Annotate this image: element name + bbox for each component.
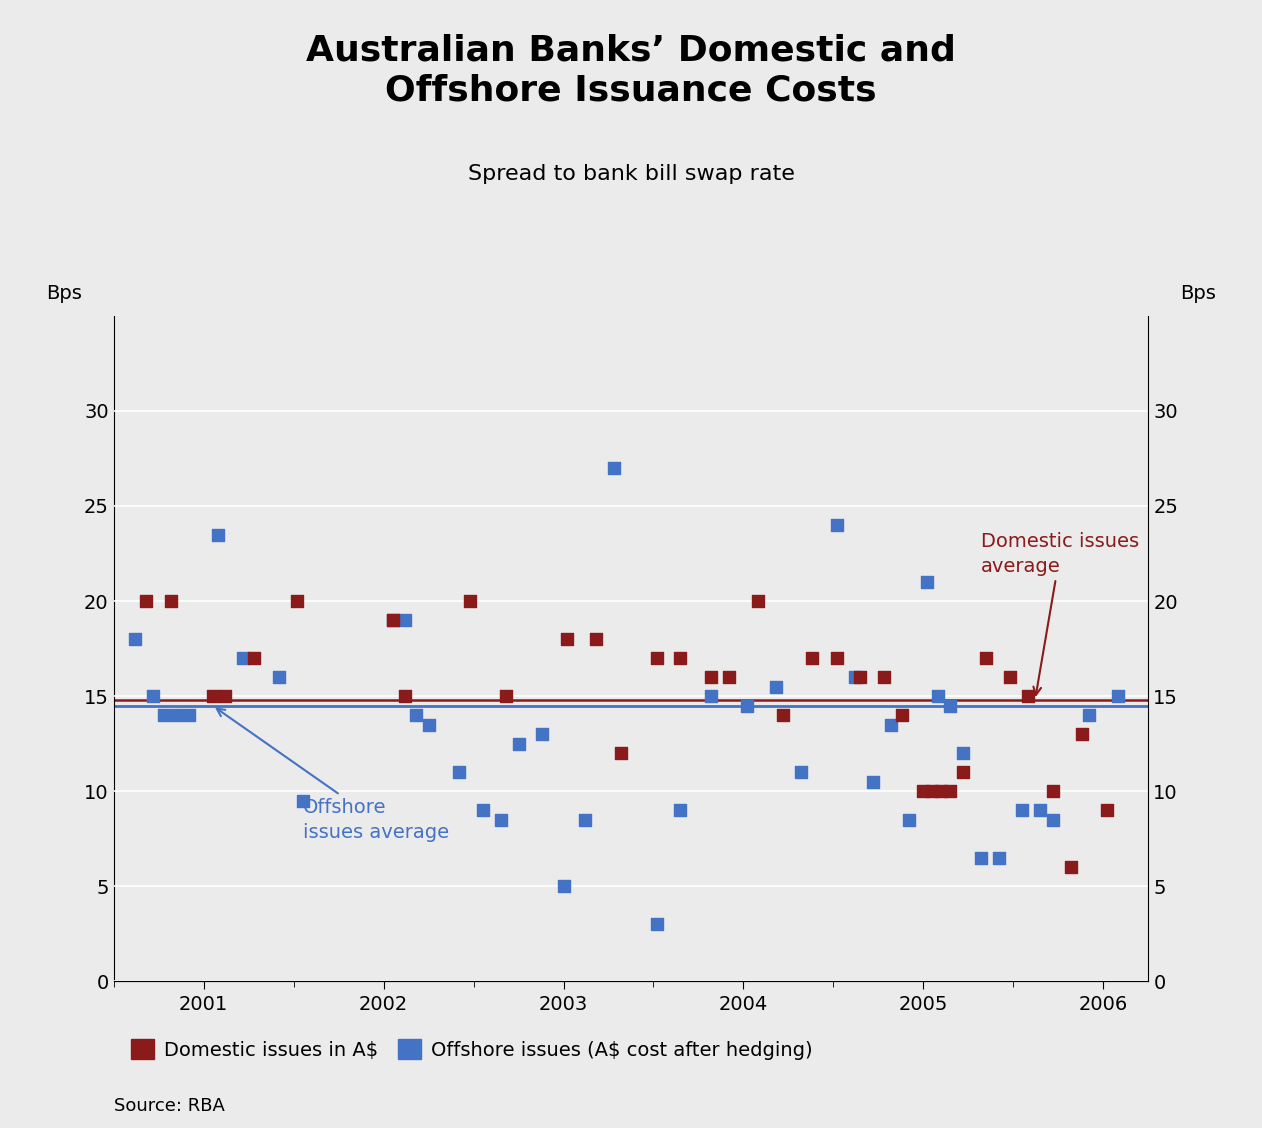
Domestic issues in A$ [670,649,690,667]
Domestic issues in A$ [953,764,973,782]
Text: Bps: Bps [47,283,82,302]
Offshore issues (A$ cost after hedging) [881,715,901,733]
Offshore issues (A$ cost after hedging) [863,773,883,791]
Offshore issues (A$ cost after hedging) [1079,706,1099,724]
Offshore issues (A$ cost after hedging) [491,811,511,829]
Domestic issues in A$ [1061,858,1082,876]
Domestic issues in A$ [1071,725,1092,743]
Domestic issues in A$ [873,668,893,686]
Domestic issues in A$ [1000,668,1020,686]
Domestic issues in A$ [611,744,631,763]
Domestic issues in A$ [892,706,912,724]
Domestic issues in A$ [557,631,577,649]
Text: Offshore
issues average: Offshore issues average [217,708,449,841]
Offshore issues (A$ cost after hedging) [940,697,960,715]
Domestic issues in A$ [1097,801,1117,819]
Domestic issues in A$ [851,668,871,686]
Domestic issues in A$ [923,782,943,800]
Offshore issues (A$ cost after hedging) [531,725,551,743]
Offshore issues (A$ cost after hedging) [143,687,163,705]
Offshore issues (A$ cost after hedging) [899,811,919,829]
Offshore issues (A$ cost after hedging) [419,715,439,733]
Offshore issues (A$ cost after hedging) [125,631,145,649]
Offshore issues (A$ cost after hedging) [472,801,492,819]
Domestic issues in A$ [1017,687,1037,705]
Domestic issues in A$ [202,687,222,705]
Offshore issues (A$ cost after hedging) [766,678,786,696]
Offshore issues (A$ cost after hedging) [1030,801,1050,819]
Domestic issues in A$ [977,649,997,667]
Domestic issues in A$ [395,687,415,705]
Domestic issues in A$ [914,782,934,800]
Domestic issues in A$ [496,687,516,705]
Offshore issues (A$ cost after hedging) [603,459,623,477]
Offshore issues (A$ cost after hedging) [1042,811,1063,829]
Offshore issues (A$ cost after hedging) [449,764,469,782]
Offshore issues (A$ cost after hedging) [1108,687,1128,705]
Offshore issues (A$ cost after hedging) [647,915,668,933]
Text: Spread to bank bill swap rate: Spread to bank bill swap rate [467,164,795,184]
Domestic issues in A$ [286,592,307,610]
Domestic issues in A$ [774,706,794,724]
Domestic issues in A$ [162,592,182,610]
Offshore issues (A$ cost after hedging) [737,697,757,715]
Offshore issues (A$ cost after hedging) [989,848,1010,866]
Offshore issues (A$ cost after hedging) [953,744,973,763]
Text: Australian Banks’ Domestic and
Offshore Issuance Costs: Australian Banks’ Domestic and Offshore … [307,34,955,107]
Offshore issues (A$ cost after hedging) [970,848,991,866]
Domestic issues in A$ [647,649,668,667]
Offshore issues (A$ cost after hedging) [827,515,847,534]
Offshore issues (A$ cost after hedging) [406,706,427,724]
Offshore issues (A$ cost after hedging) [917,573,938,591]
Offshore issues (A$ cost after hedging) [382,611,403,629]
Domestic issues in A$ [801,649,822,667]
Domestic issues in A$ [244,649,264,667]
Offshore issues (A$ cost after hedging) [670,801,690,819]
Domestic issues in A$ [136,592,156,610]
Offshore issues (A$ cost after hedging) [700,687,721,705]
Offshore issues (A$ cost after hedging) [208,526,228,544]
Text: Source: RBA: Source: RBA [114,1098,225,1116]
Offshore issues (A$ cost after hedging) [509,734,529,752]
Domestic issues in A$ [719,668,740,686]
Domestic issues in A$ [459,592,480,610]
Domestic issues in A$ [700,668,721,686]
Offshore issues (A$ cost after hedging) [179,706,199,724]
Offshore issues (A$ cost after hedging) [928,687,948,705]
Offshore issues (A$ cost after hedging) [154,706,174,724]
Text: Bps: Bps [1180,283,1215,302]
Domestic issues in A$ [382,611,403,629]
Offshore issues (A$ cost after hedging) [293,792,313,810]
Offshore issues (A$ cost after hedging) [575,811,596,829]
Offshore issues (A$ cost after hedging) [233,649,254,667]
Domestic issues in A$ [827,649,847,667]
Domestic issues in A$ [931,782,952,800]
Text: Domestic issues
average: Domestic issues average [981,531,1140,695]
Offshore issues (A$ cost after hedging) [395,611,415,629]
Offshore issues (A$ cost after hedging) [791,764,811,782]
Legend: Domestic issues in A$, Offshore issues (A$ cost after hedging): Domestic issues in A$, Offshore issues (… [124,1031,820,1067]
Domestic issues in A$ [215,687,235,705]
Offshore issues (A$ cost after hedging) [167,706,187,724]
Offshore issues (A$ cost after hedging) [269,668,289,686]
Domestic issues in A$ [940,782,960,800]
Domestic issues in A$ [586,631,606,649]
Offshore issues (A$ cost after hedging) [846,668,866,686]
Offshore issues (A$ cost after hedging) [1012,801,1032,819]
Offshore issues (A$ cost after hedging) [554,878,574,896]
Domestic issues in A$ [748,592,769,610]
Domestic issues in A$ [1042,782,1063,800]
